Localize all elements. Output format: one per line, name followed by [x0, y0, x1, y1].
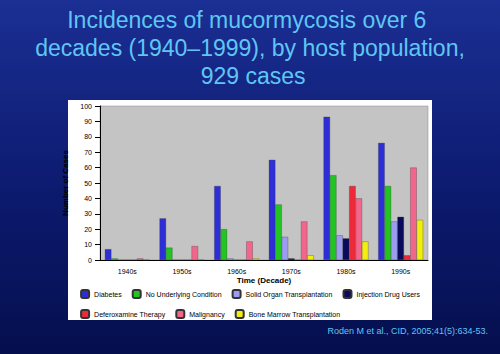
svg-text:Roden M et al., CID, 2005;41(5: Roden M et al., CID, 2005;41(5):634-53.: [327, 326, 488, 336]
svg-text:0: 0: [88, 257, 92, 264]
svg-text:Deferoxamine Therapy: Deferoxamine Therapy: [94, 311, 166, 319]
svg-text:60: 60: [84, 164, 92, 171]
svg-text:Solid Organ Transplantation: Solid Organ Transplantation: [246, 291, 333, 299]
svg-text:Injection Drug Users: Injection Drug Users: [356, 291, 420, 299]
svg-text:Time (Decade): Time (Decade): [237, 276, 292, 285]
svg-text:1980s: 1980s: [336, 268, 356, 275]
svg-text:40: 40: [84, 195, 92, 202]
svg-text:100: 100: [80, 103, 92, 110]
svg-text:Malignancy: Malignancy: [189, 311, 225, 319]
svg-text:929 cases: 929 cases: [194, 63, 305, 89]
svg-text:1940s: 1940s: [118, 268, 138, 275]
svg-text:50: 50: [84, 180, 92, 187]
svg-text:Incidences of mucormycosis ove: Incidences of mucormycosis over 6: [67, 7, 433, 33]
svg-text:80: 80: [84, 133, 92, 140]
svg-text:30: 30: [84, 210, 92, 217]
svg-text:No Underlying Condition: No Underlying Condition: [146, 291, 222, 299]
svg-text:decades (1940–1999), by host p: decades (1940–1999), by host population,: [35, 35, 465, 61]
svg-text:Diabetes: Diabetes: [94, 291, 122, 298]
svg-text:1950s: 1950s: [172, 268, 192, 275]
svg-text:1960s: 1960s: [227, 268, 247, 275]
svg-text:20: 20: [84, 226, 92, 233]
svg-text:Number of Cases: Number of Cases: [61, 150, 70, 216]
svg-text:90: 90: [84, 118, 92, 125]
svg-text:Bone Marrow Transplantation: Bone Marrow Transplantation: [249, 311, 341, 319]
svg-text:70: 70: [84, 149, 92, 156]
svg-text:1970s: 1970s: [282, 268, 302, 275]
svg-text:1990s: 1990s: [391, 268, 411, 275]
svg-text:10: 10: [84, 241, 92, 248]
